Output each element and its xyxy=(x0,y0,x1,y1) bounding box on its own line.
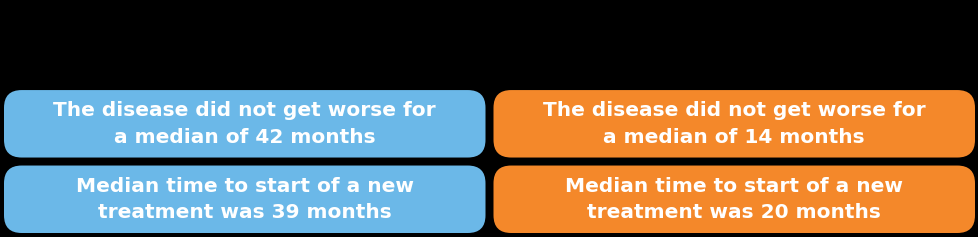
FancyBboxPatch shape xyxy=(4,165,485,233)
Text: The disease did not get worse for
a median of 14 months: The disease did not get worse for a medi… xyxy=(543,101,924,146)
Text: Median time to start of a new
treatment was 39 months: Median time to start of a new treatment … xyxy=(75,177,414,222)
Text: The disease did not get worse for
a median of 42 months: The disease did not get worse for a medi… xyxy=(54,101,435,146)
Text: Median time to start of a new
treatment was 20 months: Median time to start of a new treatment … xyxy=(564,177,903,222)
FancyBboxPatch shape xyxy=(493,90,974,158)
FancyBboxPatch shape xyxy=(493,165,974,233)
FancyBboxPatch shape xyxy=(4,90,485,158)
